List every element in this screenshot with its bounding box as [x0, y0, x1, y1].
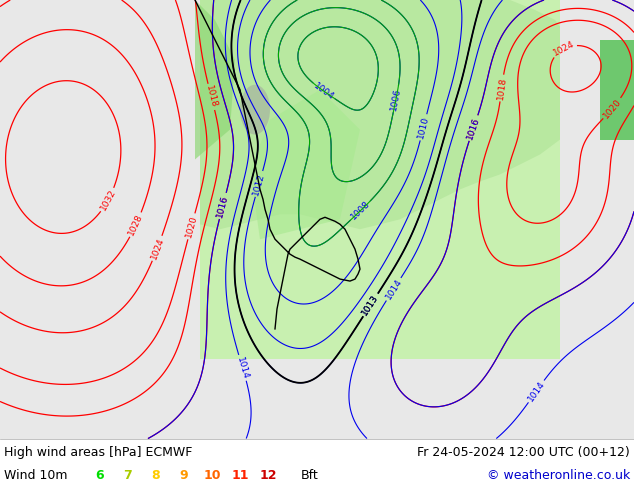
Text: 1006: 1006 — [389, 87, 403, 111]
Text: 1014: 1014 — [526, 379, 547, 403]
Text: 12: 12 — [259, 468, 277, 482]
Text: 8: 8 — [152, 468, 160, 482]
Text: 1018: 1018 — [496, 76, 508, 100]
Text: 1016: 1016 — [216, 194, 230, 218]
Text: 10: 10 — [204, 468, 221, 482]
Polygon shape — [195, 0, 235, 159]
Text: 1028: 1028 — [127, 213, 145, 237]
Text: 1016: 1016 — [465, 116, 481, 141]
Text: Bft: Bft — [301, 468, 319, 482]
Text: 1013: 1013 — [361, 293, 380, 317]
Text: 1020: 1020 — [602, 97, 623, 120]
Text: Fr 24-05-2024 12:00 UTC (00+12): Fr 24-05-2024 12:00 UTC (00+12) — [417, 446, 630, 459]
Polygon shape — [185, 0, 585, 229]
Text: 7: 7 — [124, 468, 133, 482]
Text: 1014: 1014 — [235, 356, 250, 380]
Bar — [560, 0, 634, 439]
Text: 11: 11 — [231, 468, 249, 482]
Text: High wind areas [hPa] ECMWF: High wind areas [hPa] ECMWF — [4, 446, 192, 459]
Text: 1008: 1008 — [349, 199, 372, 222]
Text: 1016: 1016 — [465, 116, 481, 141]
Text: 1016: 1016 — [216, 194, 230, 218]
Bar — [200, 359, 560, 439]
Text: 1010: 1010 — [417, 115, 430, 140]
Text: 1012: 1012 — [252, 172, 266, 196]
Text: 6: 6 — [96, 468, 105, 482]
Text: 1004: 1004 — [312, 81, 336, 101]
Ellipse shape — [240, 85, 270, 135]
Bar — [600, 40, 634, 140]
Text: 1014: 1014 — [384, 277, 404, 301]
Text: 1024: 1024 — [552, 40, 576, 58]
Polygon shape — [250, 90, 360, 239]
Text: © weatheronline.co.uk: © weatheronline.co.uk — [487, 468, 630, 482]
Text: 9: 9 — [179, 468, 188, 482]
Text: Wind 10m: Wind 10m — [4, 468, 67, 482]
Bar — [0, 0, 200, 439]
Text: 1020: 1020 — [184, 214, 198, 239]
Text: 1032: 1032 — [99, 188, 117, 212]
Text: 1013: 1013 — [361, 293, 380, 317]
Text: 1018: 1018 — [204, 85, 219, 109]
Text: 1024: 1024 — [149, 236, 165, 261]
